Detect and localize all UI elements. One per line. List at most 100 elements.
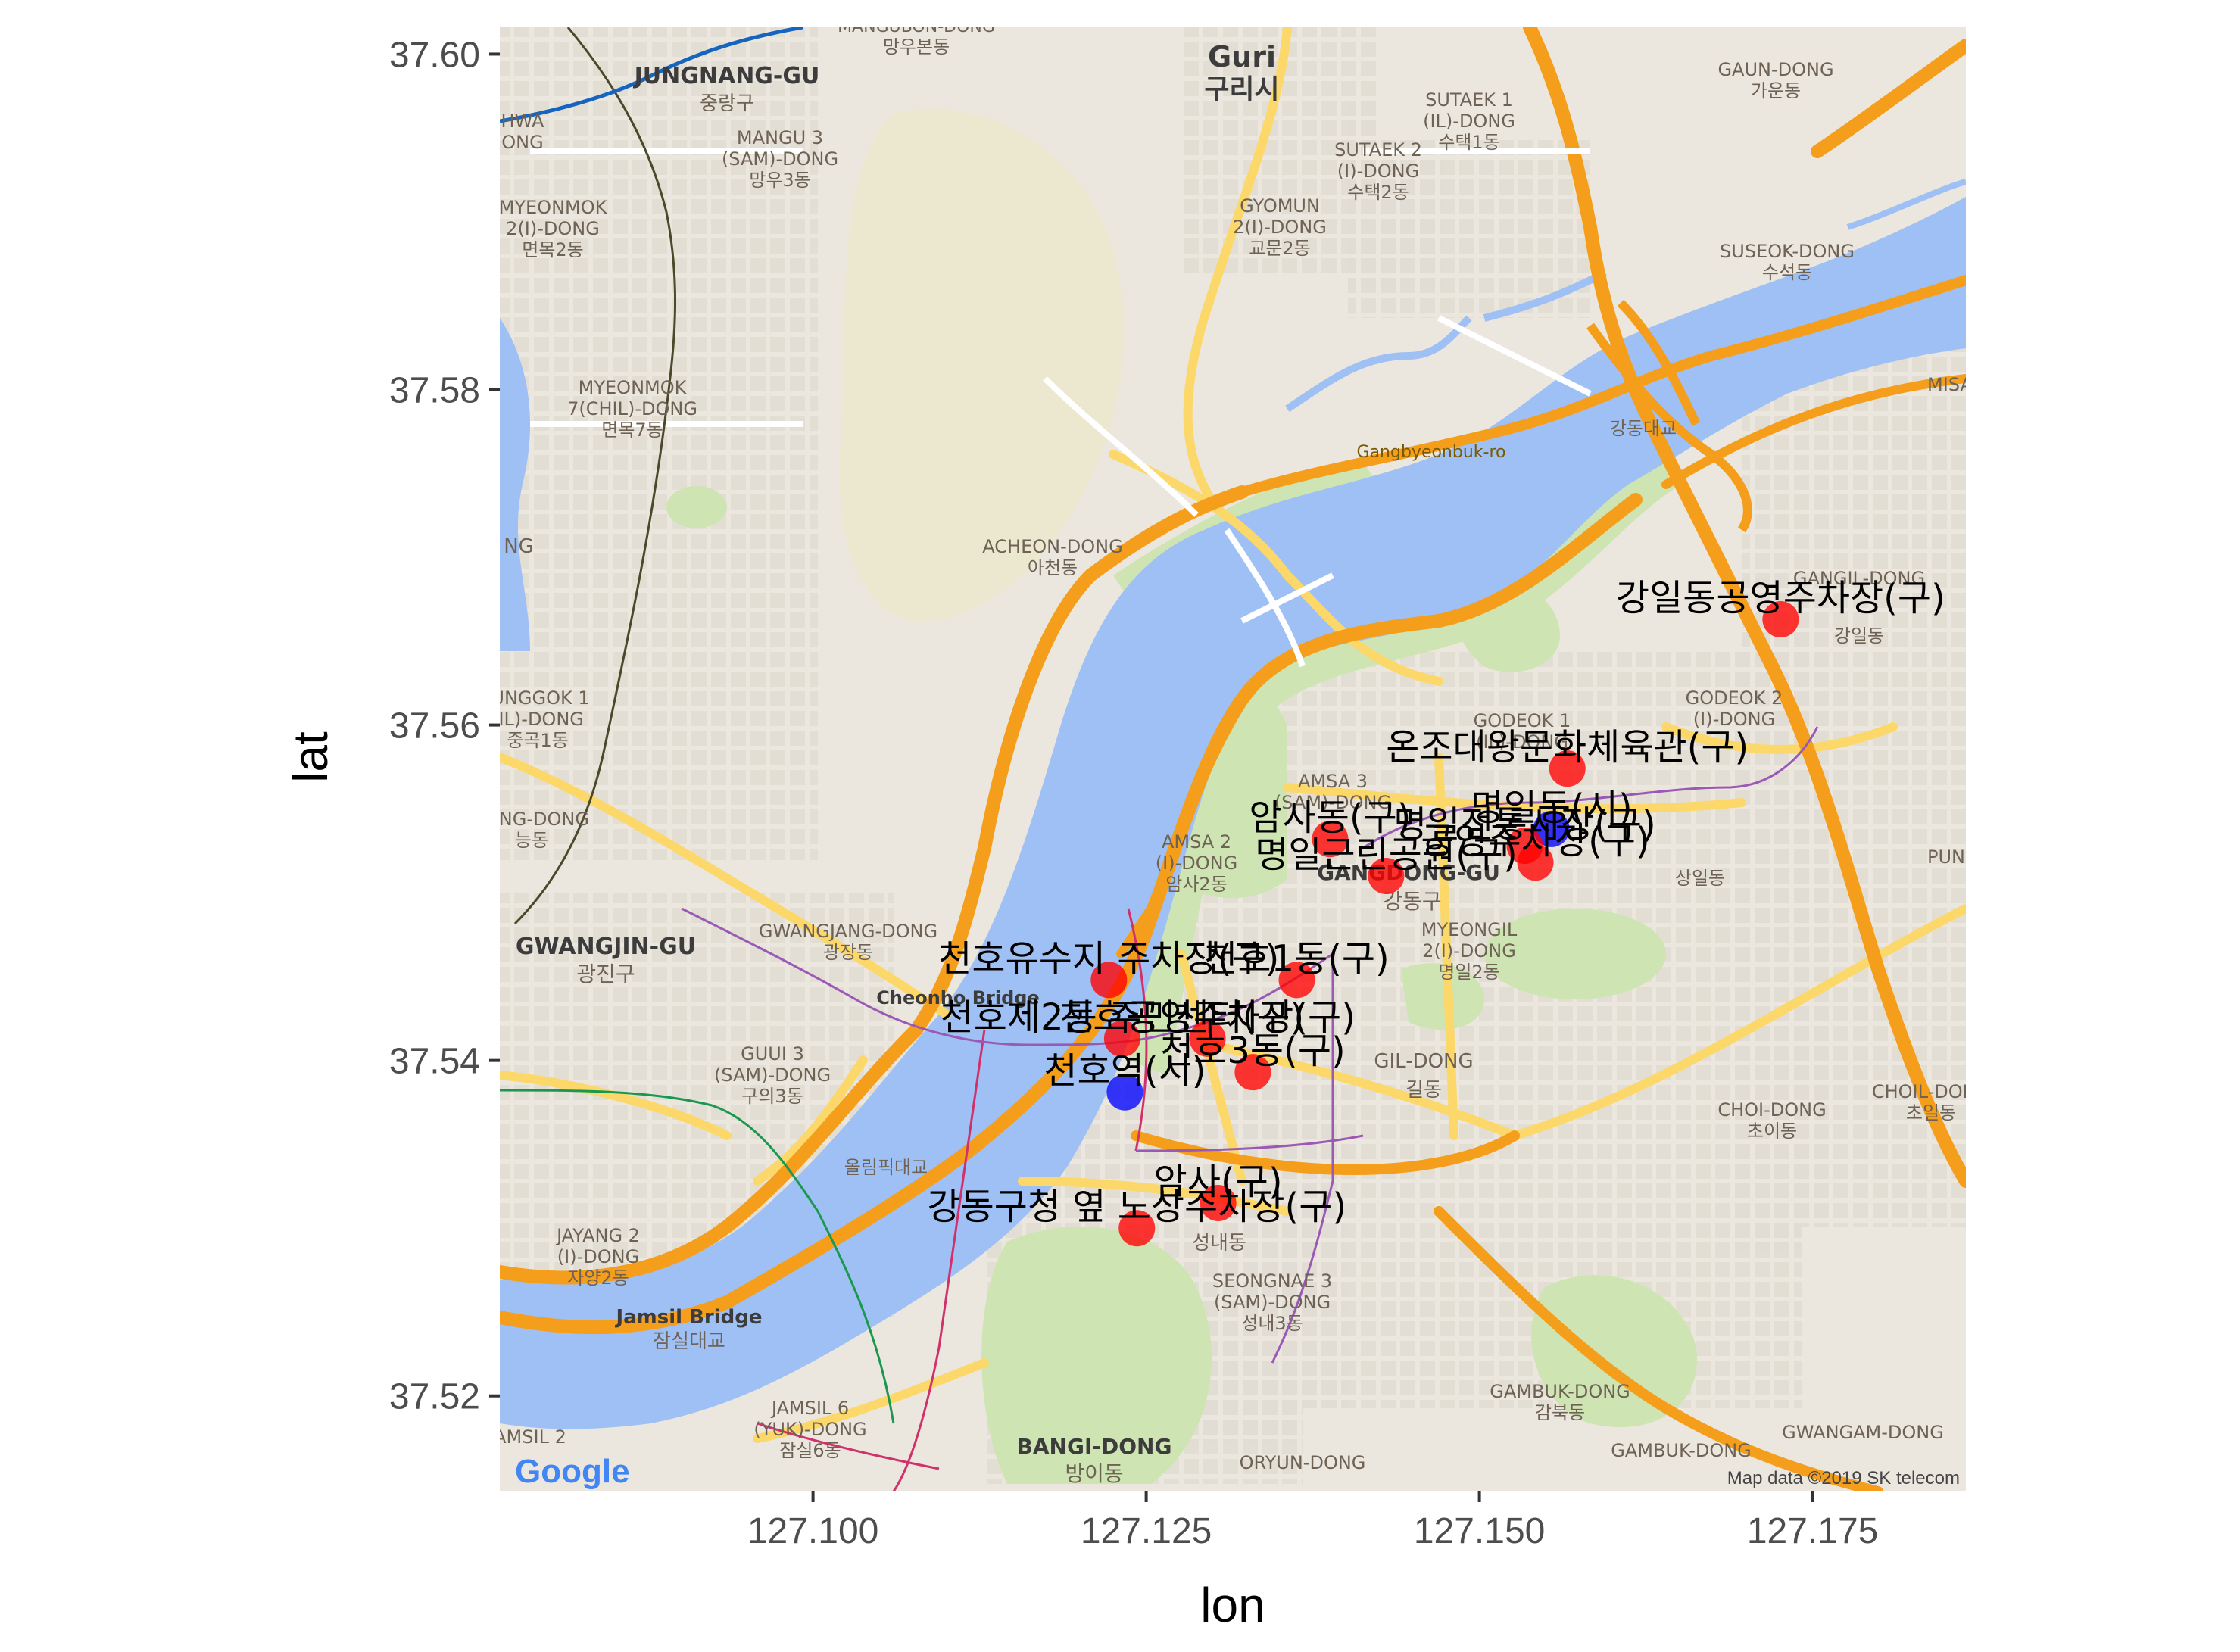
data-point <box>1090 962 1128 999</box>
map-label-choil: CHOIL-DONG <box>1872 1081 1990 1102</box>
map-label-gangdong-gu: 강동구 <box>1383 889 1441 914</box>
svg-text:수석동: 수석동 <box>1762 262 1812 283</box>
data-labels: 강일동공영주차장(구) 온조대왕문화체육관(구) 명일동(시)명일전통시장(구)공영… <box>927 577 1945 1228</box>
data-point <box>1278 962 1315 999</box>
svg-text:방이동: 방이동 <box>1065 1461 1123 1486</box>
svg-text:구의3동: 구의3동 <box>741 1086 803 1107</box>
map-label-cheonho-bridge: Cheonho Bridge <box>876 987 1039 1008</box>
x-tick-label: 127.100 <box>747 1511 879 1551</box>
map-label-choi: CHOI-DONG <box>1717 1099 1826 1121</box>
svg-text:(I)-DONG: (I)-DONG <box>557 1246 639 1267</box>
svg-text:망우본동: 망우본동 <box>883 36 950 58</box>
svg-text:(I)-DONG: (I)-DONG <box>1693 709 1775 730</box>
data-point-label: 공영주차장(구) <box>1421 820 1649 862</box>
svg-text:망우3동: 망우3동 <box>749 170 811 191</box>
svg-text:수택1동: 수택1동 <box>1438 132 1500 153</box>
map-label-jamsil2: AMSIL 2 <box>494 1426 566 1448</box>
svg-text:2(I)-DONG: 2(I)-DONG <box>1233 217 1327 238</box>
svg-text:명일2동: 명일2동 <box>1438 962 1500 983</box>
svg-text:중랑구: 중랑구 <box>700 92 754 115</box>
svg-text:(I)-DONG: (I)-DONG <box>1156 852 1237 874</box>
basemap: JUNGNANG-GU 중랑구 MANGUBON-DONG 망우본동 MANGU… <box>484 27 1990 1491</box>
svg-text:감북동: 감북동 <box>1535 1402 1585 1423</box>
map-label-bangi: BANGI-DONG <box>1017 1434 1172 1459</box>
svg-text:구리시: 구리시 <box>1204 74 1279 105</box>
creek <box>1846 179 1966 230</box>
svg-text:2(I)-DONG: 2(I)-DONG <box>506 218 600 239</box>
map-label-gwangjang: GWANGJANG-DONG <box>759 921 937 942</box>
map-label-myeonmok2: MYEONMOK <box>499 197 608 218</box>
svg-text:강일동: 강일동 <box>1834 625 1884 647</box>
svg-text:능동: 능동 <box>515 830 548 851</box>
map-label-jayang2: JAYANG 2 <box>555 1225 640 1246</box>
map-label-olympic-bridge: 올림픽대교 <box>844 1157 928 1178</box>
map-label-myeongil2: MYEONGIL <box>1421 919 1518 940</box>
data-point-label: 천호역(시) <box>1044 1050 1206 1093</box>
arterial-roads <box>500 27 1966 1443</box>
map-label-gwangam: GWANGAM-DONG <box>1782 1422 1944 1443</box>
data-point-label: 천호공영주차장(구) <box>1059 996 1356 1039</box>
svg-text:면목7동: 면목7동 <box>601 419 663 441</box>
data-point-label: 강동구청 옆 노상주차장(구) <box>927 1186 1346 1228</box>
svg-text:(YUK)-DONG: (YUK)-DONG <box>753 1419 866 1440</box>
map-label-suseok: SUSEOK-DONG <box>1720 241 1855 262</box>
svg-text:교문2동: 교문2동 <box>1249 238 1311 259</box>
parks <box>666 108 1697 1484</box>
y-axis: 37.60 37.58 37.56 37.54 37.52 <box>389 35 500 1417</box>
creek <box>1285 315 1472 413</box>
map-label-gangbyeonbuk-ro: Gangbyeonbuk-ro <box>1357 443 1506 462</box>
svg-text:(SAM)-DONG: (SAM)-DONG <box>722 148 838 170</box>
data-point-label: 암사(구) <box>1154 1161 1283 1203</box>
svg-text:(SAM)-DONG: (SAM)-DONG <box>714 1064 831 1086</box>
map-label-gwangjin: GWANGJIN-GU <box>516 934 696 960</box>
y-tick-label: 37.56 <box>389 706 480 747</box>
map-label-gambuk-2: GAMBUK-DONG <box>1611 1440 1752 1461</box>
map-label-godeok2: GODEOK 2 <box>1686 687 1783 709</box>
svg-text:잠실대교: 잠실대교 <box>653 1330 725 1353</box>
svg-text:초이동: 초이동 <box>1747 1121 1797 1142</box>
svg-text:잠실6동: 잠실6동 <box>779 1440 841 1461</box>
minor-roads <box>530 148 1592 668</box>
y-tick-label: 37.60 <box>389 35 480 75</box>
data-points <box>1090 601 1799 1247</box>
x-axis-title: lon <box>1200 1578 1265 1632</box>
svg-text:(IL)-DONG: (IL)-DONG <box>1423 111 1515 132</box>
map-label-junggok1: JUNGGOK 1 <box>484 687 589 709</box>
map-credit: Map data ©2019 SK telecom <box>1727 1468 1960 1488</box>
y-tick-label: 37.58 <box>389 371 480 411</box>
map-label-amsa2: AMSA 2 <box>1162 831 1231 852</box>
data-point <box>1312 821 1349 858</box>
map-label-misa: MISA <box>1927 374 1973 395</box>
data-point-label: 온조대왕문화체육관(구) <box>1386 726 1749 768</box>
subway-lines <box>500 27 1819 1491</box>
map-label-amsa3: AMSA 3 <box>1298 771 1368 792</box>
map-label-gil: GIL-DONG <box>1374 1050 1473 1073</box>
map-label-jamsil6: JAMSIL 6 <box>770 1398 849 1419</box>
data-point-label: 명일전통시장(구) <box>1393 803 1656 846</box>
place-labels: JUNGNANG-GU 중랑구 MANGUBON-DONG 망우본동 MANGU… <box>484 27 1990 1486</box>
x-tick-label: 127.175 <box>1747 1511 1879 1551</box>
map-label-ng: NG <box>504 535 534 558</box>
map-label-guui3: GUUI 3 <box>741 1043 804 1064</box>
data-point <box>1368 857 1405 894</box>
data-point-label: 천호3동(구) <box>1160 1030 1346 1072</box>
map-label-guri: Guri <box>1208 40 1276 73</box>
svg-text:성내3동: 성내3동 <box>1241 1313 1303 1334</box>
google-logo: Google <box>515 1453 630 1490</box>
svg-text:아천동: 아천동 <box>1028 557 1078 578</box>
svg-text:가운동: 가운동 <box>1751 80 1801 101</box>
map-label-mangu3: MANGU 3 <box>737 127 823 148</box>
map-label-jungnang: JUNGNANG-GU <box>633 63 820 89</box>
data-point <box>1118 1210 1156 1247</box>
x-axis: 127.100 127.125 127.150 127.175 <box>747 1491 1879 1551</box>
svg-text:(I)-DONG: (I)-DONG <box>1337 161 1419 182</box>
svg-text:ONG: ONG <box>501 132 543 153</box>
map-label-hwa: HWA <box>501 111 544 132</box>
riverbank-park <box>1128 454 1681 1075</box>
data-point <box>1549 750 1586 787</box>
map-label-acheon: ACHEON-DONG <box>982 536 1122 557</box>
map-label-oryun: ORYUN-DONG <box>1240 1452 1366 1473</box>
data-point <box>1234 1054 1271 1091</box>
data-point <box>1189 1020 1226 1057</box>
svg-text:2(I)-DONG: 2(I)-DONG <box>1422 940 1516 962</box>
